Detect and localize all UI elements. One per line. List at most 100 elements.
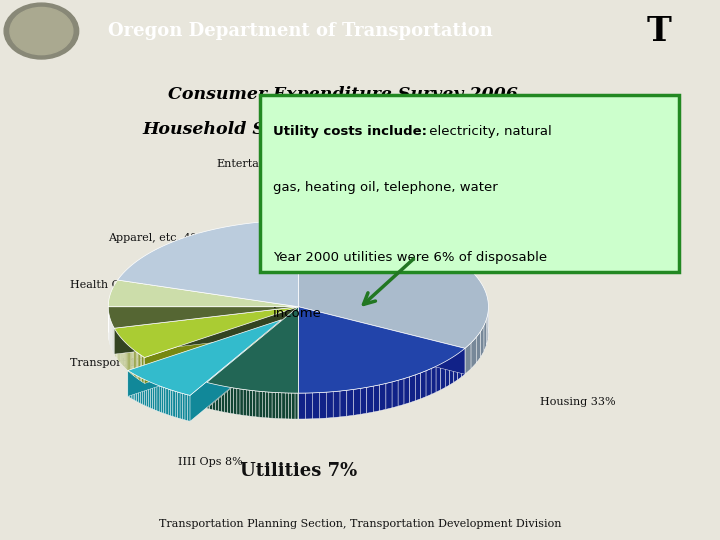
Polygon shape xyxy=(222,386,225,412)
Polygon shape xyxy=(207,307,298,408)
Polygon shape xyxy=(117,220,298,307)
Polygon shape xyxy=(262,392,266,418)
Text: Utilities 7%: Utilities 7% xyxy=(240,462,357,480)
Polygon shape xyxy=(120,337,121,364)
Polygon shape xyxy=(298,307,465,393)
Polygon shape xyxy=(108,307,298,328)
Polygon shape xyxy=(142,356,143,382)
Polygon shape xyxy=(173,390,175,417)
Polygon shape xyxy=(373,385,379,412)
Polygon shape xyxy=(340,390,347,417)
Polygon shape xyxy=(477,331,481,363)
Polygon shape xyxy=(426,368,431,397)
Polygon shape xyxy=(465,343,471,374)
Polygon shape xyxy=(153,383,155,410)
Polygon shape xyxy=(117,334,119,361)
Circle shape xyxy=(4,3,78,59)
Polygon shape xyxy=(155,384,157,411)
Polygon shape xyxy=(225,386,228,413)
Polygon shape xyxy=(275,393,279,418)
Text: Transportation Planning Section, Transportation Development Division: Transportation Planning Section, Transpo… xyxy=(158,519,562,529)
Polygon shape xyxy=(207,382,210,409)
Polygon shape xyxy=(127,344,128,371)
Polygon shape xyxy=(133,374,135,401)
Polygon shape xyxy=(135,351,136,378)
Polygon shape xyxy=(420,371,426,399)
Polygon shape xyxy=(134,350,135,377)
Polygon shape xyxy=(219,385,222,411)
Text: Consumer Expenditure Survey 2006: Consumer Expenditure Survey 2006 xyxy=(168,86,518,103)
Polygon shape xyxy=(234,388,237,414)
Polygon shape xyxy=(272,392,275,418)
Polygon shape xyxy=(119,335,120,362)
Text: Entertainment: Entertainment xyxy=(216,159,299,169)
Polygon shape xyxy=(129,346,130,373)
Polygon shape xyxy=(354,388,360,415)
Polygon shape xyxy=(175,392,178,418)
Polygon shape xyxy=(360,387,366,414)
Polygon shape xyxy=(180,393,183,420)
Polygon shape xyxy=(379,383,386,411)
Polygon shape xyxy=(333,391,340,417)
Polygon shape xyxy=(207,307,298,393)
Text: IIII Ops 8%: IIII Ops 8% xyxy=(178,457,243,467)
Polygon shape xyxy=(462,348,465,377)
Text: gas, heating oil, telephone, water: gas, heating oil, telephone, water xyxy=(273,181,498,194)
Text: Housing 33%: Housing 33% xyxy=(539,397,615,407)
Text: Utility costs include:: Utility costs include: xyxy=(273,125,427,138)
Polygon shape xyxy=(123,340,124,367)
Polygon shape xyxy=(108,280,298,307)
Polygon shape xyxy=(253,390,256,417)
Polygon shape xyxy=(269,392,272,418)
Polygon shape xyxy=(282,393,285,419)
Polygon shape xyxy=(138,353,139,380)
Polygon shape xyxy=(166,388,168,415)
Polygon shape xyxy=(250,390,253,416)
Polygon shape xyxy=(185,394,187,421)
Polygon shape xyxy=(481,325,484,357)
Polygon shape xyxy=(139,354,140,381)
Polygon shape xyxy=(128,320,282,395)
Text: Transport 17%: Transport 17% xyxy=(71,358,155,368)
Polygon shape xyxy=(305,393,312,419)
Polygon shape xyxy=(137,376,139,402)
Polygon shape xyxy=(143,356,145,383)
Polygon shape xyxy=(285,393,289,419)
Polygon shape xyxy=(366,386,373,413)
Polygon shape xyxy=(178,392,180,418)
Polygon shape xyxy=(289,393,292,419)
Polygon shape xyxy=(183,394,185,420)
Polygon shape xyxy=(128,320,282,396)
Polygon shape xyxy=(187,395,190,421)
Polygon shape xyxy=(126,343,127,370)
Polygon shape xyxy=(131,373,133,400)
Polygon shape xyxy=(292,393,295,419)
Polygon shape xyxy=(130,347,132,374)
Polygon shape xyxy=(150,382,153,409)
Polygon shape xyxy=(246,390,250,416)
Polygon shape xyxy=(398,379,404,406)
Polygon shape xyxy=(140,355,142,382)
Text: Oregon Department of Transportation: Oregon Department of Transportation xyxy=(107,22,492,40)
Polygon shape xyxy=(298,220,488,348)
Text: Household Spending by Budget Category: Household Spending by Budget Category xyxy=(143,121,543,138)
Polygon shape xyxy=(159,386,161,413)
Text: Health Care 6%: Health Care 6% xyxy=(71,280,160,290)
Polygon shape xyxy=(487,313,488,345)
Polygon shape xyxy=(145,307,298,383)
Polygon shape xyxy=(266,392,269,418)
Polygon shape xyxy=(114,307,298,357)
Polygon shape xyxy=(171,390,173,416)
Polygon shape xyxy=(228,387,230,414)
Polygon shape xyxy=(326,392,333,418)
Polygon shape xyxy=(190,320,282,421)
Polygon shape xyxy=(415,373,420,401)
Polygon shape xyxy=(256,391,259,417)
Polygon shape xyxy=(215,384,219,411)
Polygon shape xyxy=(128,345,129,372)
Polygon shape xyxy=(114,307,298,354)
Polygon shape xyxy=(410,375,415,403)
Polygon shape xyxy=(163,387,166,414)
Polygon shape xyxy=(404,377,410,404)
Polygon shape xyxy=(125,342,126,369)
